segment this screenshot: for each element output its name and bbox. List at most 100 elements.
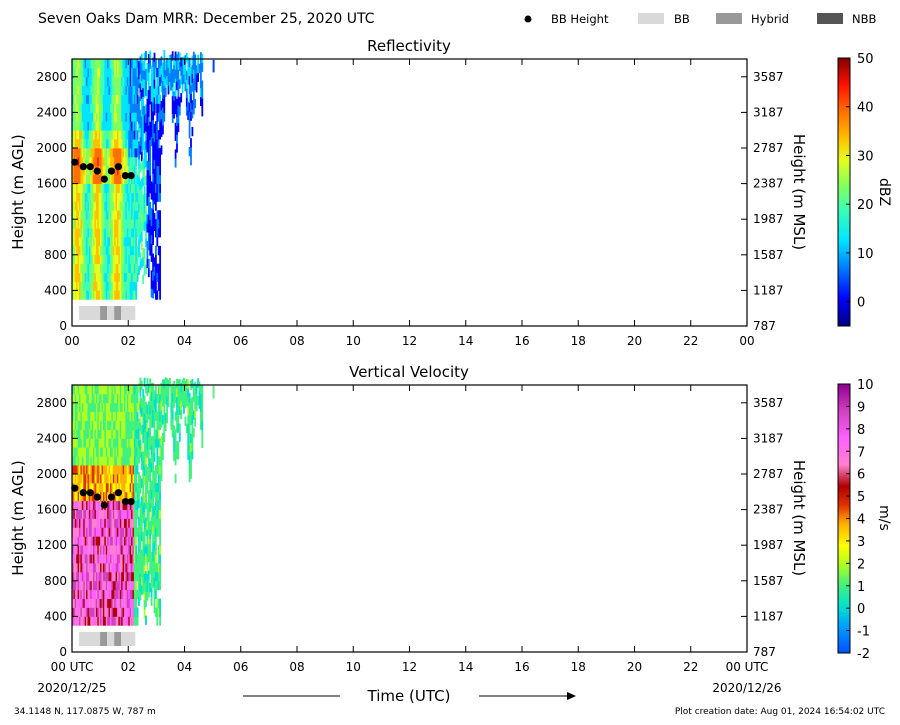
field-cell bbox=[155, 201, 157, 211]
field-cell bbox=[97, 85, 100, 95]
field-cell bbox=[163, 397, 166, 407]
field-cell bbox=[136, 201, 139, 211]
field-cell bbox=[163, 59, 166, 69]
field-cell bbox=[77, 192, 80, 202]
field-cell bbox=[80, 491, 83, 502]
field-cell bbox=[101, 598, 104, 608]
field-cell bbox=[201, 385, 204, 395]
field-cell bbox=[159, 76, 161, 87]
field-cell bbox=[105, 438, 108, 448]
field-cell bbox=[91, 589, 94, 599]
field-cell bbox=[176, 125, 178, 135]
field-cell bbox=[115, 139, 118, 149]
field-cell bbox=[131, 112, 133, 122]
field-cell bbox=[177, 388, 180, 398]
field-cell bbox=[129, 201, 132, 211]
field-cell bbox=[135, 219, 138, 229]
field-cell bbox=[153, 586, 156, 596]
field-cell bbox=[84, 94, 87, 104]
field-cell bbox=[146, 386, 149, 396]
field-cell bbox=[126, 598, 129, 608]
field-cell bbox=[140, 196, 143, 206]
field-cell bbox=[80, 85, 83, 95]
field-cell bbox=[72, 500, 74, 510]
field-cell bbox=[185, 106, 188, 116]
field-cell bbox=[97, 192, 100, 202]
field-cell bbox=[101, 121, 104, 131]
field-cell bbox=[93, 121, 95, 131]
field-cell bbox=[191, 450, 194, 460]
field-cell bbox=[152, 155, 154, 165]
field-cell bbox=[126, 385, 129, 395]
field-cell bbox=[128, 465, 131, 475]
field-cell bbox=[143, 591, 146, 601]
field-cell bbox=[110, 438, 112, 448]
bb-height-point bbox=[86, 163, 94, 171]
field-cell bbox=[132, 571, 135, 582]
field-cell bbox=[80, 500, 83, 510]
field-cell bbox=[135, 139, 138, 149]
field-cell bbox=[173, 425, 175, 435]
field-cell bbox=[77, 563, 80, 573]
field-cell bbox=[119, 482, 122, 493]
field-cell bbox=[114, 112, 116, 122]
field-cell bbox=[81, 420, 84, 430]
field-cell bbox=[100, 165, 102, 176]
field-cell bbox=[80, 192, 83, 202]
field-cell bbox=[157, 580, 160, 591]
field-cell bbox=[131, 482, 133, 493]
y-tick-label-right: 2387 bbox=[753, 177, 784, 191]
x-tick-label: 06 bbox=[233, 660, 248, 674]
field-cell bbox=[119, 420, 122, 430]
field-cell bbox=[122, 290, 125, 300]
field-cell bbox=[135, 263, 138, 273]
field-cell bbox=[122, 121, 125, 131]
field-cell bbox=[108, 103, 111, 113]
field-cell bbox=[191, 423, 194, 433]
field-cell bbox=[72, 201, 74, 211]
field-cell bbox=[129, 580, 132, 591]
field-cell bbox=[80, 148, 83, 158]
field-cell bbox=[108, 482, 111, 493]
field-cell bbox=[138, 543, 140, 553]
field-cell bbox=[88, 411, 91, 421]
field-cell bbox=[108, 456, 111, 466]
field-cell bbox=[192, 96, 195, 106]
field-cell bbox=[74, 598, 77, 608]
field-cell bbox=[115, 219, 118, 229]
field-cell bbox=[95, 509, 98, 519]
field-cell bbox=[146, 178, 149, 188]
field-cell bbox=[188, 401, 191, 411]
field-cell bbox=[118, 228, 121, 238]
field-cell bbox=[74, 103, 77, 113]
field-cell bbox=[108, 607, 111, 617]
field-cell bbox=[97, 67, 100, 78]
field-cell bbox=[121, 456, 123, 466]
field-cell bbox=[139, 386, 142, 396]
field-cell bbox=[94, 254, 97, 265]
field-cell bbox=[128, 616, 131, 626]
field-cell bbox=[136, 554, 139, 564]
field-cell bbox=[90, 518, 93, 528]
field-cell bbox=[95, 59, 98, 69]
field-cell bbox=[125, 165, 128, 176]
field-cell bbox=[132, 245, 135, 256]
field-cell bbox=[86, 500, 88, 510]
field-cell bbox=[131, 527, 133, 537]
field-cell bbox=[101, 165, 104, 176]
field-cell bbox=[86, 393, 88, 404]
field-cell bbox=[118, 121, 121, 131]
field-cell bbox=[98, 192, 101, 202]
field-cell bbox=[83, 438, 86, 448]
field-cell bbox=[115, 281, 118, 291]
field-cell bbox=[90, 447, 93, 457]
field-cell bbox=[73, 228, 76, 238]
field-cell bbox=[95, 563, 98, 573]
field-cell bbox=[100, 139, 102, 149]
field-cell bbox=[147, 472, 150, 482]
field-cell bbox=[147, 383, 150, 393]
field-cell bbox=[102, 156, 105, 167]
field-cell bbox=[155, 130, 157, 140]
field-cell bbox=[114, 67, 116, 78]
field-cell bbox=[76, 228, 78, 238]
